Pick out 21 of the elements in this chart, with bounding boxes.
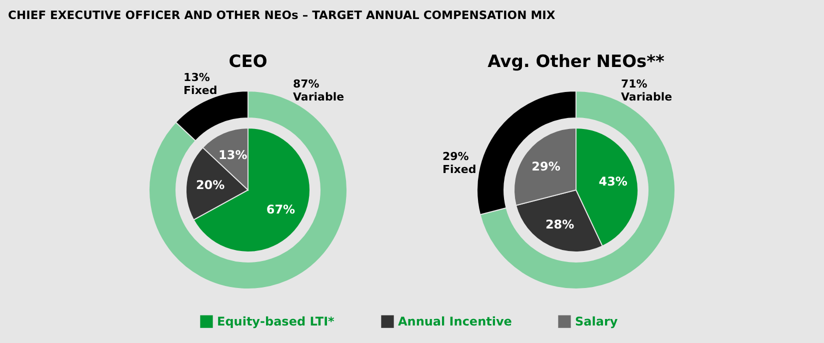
- chart-title: Avg. Other NEOs**: [488, 52, 665, 72]
- slice-label: Variable: [621, 90, 672, 104]
- slice-label: Variable: [293, 90, 344, 104]
- data-label: 29%: [442, 150, 469, 164]
- slice-label: Fixed: [442, 163, 476, 176]
- legend-label: Equity-based LTI*: [217, 314, 336, 329]
- data-label: 20%: [196, 178, 225, 192]
- text: CHIEF EXECUTIVE OFFICER AND OTHER NEOs – TARGET ANNUAL COMPENSATION MIX: [8, 8, 556, 22]
- chart-title: CEO: [228, 52, 268, 72]
- legend-label: Annual Incentive: [398, 314, 512, 329]
- legend-label: Salary: [575, 314, 618, 329]
- data-label: 87%: [293, 77, 320, 90]
- slice-label: Fixed: [184, 84, 218, 98]
- data-label: 29%: [532, 160, 560, 174]
- data-label: 43%: [598, 174, 628, 189]
- data-label: 13%: [218, 148, 248, 162]
- data-label: 67%: [266, 202, 296, 216]
- data-label: 13%: [184, 71, 210, 84]
- data-label: 71%: [621, 77, 648, 90]
- data-label: 28%: [545, 217, 574, 232]
- donut-slice: [480, 90, 676, 290]
